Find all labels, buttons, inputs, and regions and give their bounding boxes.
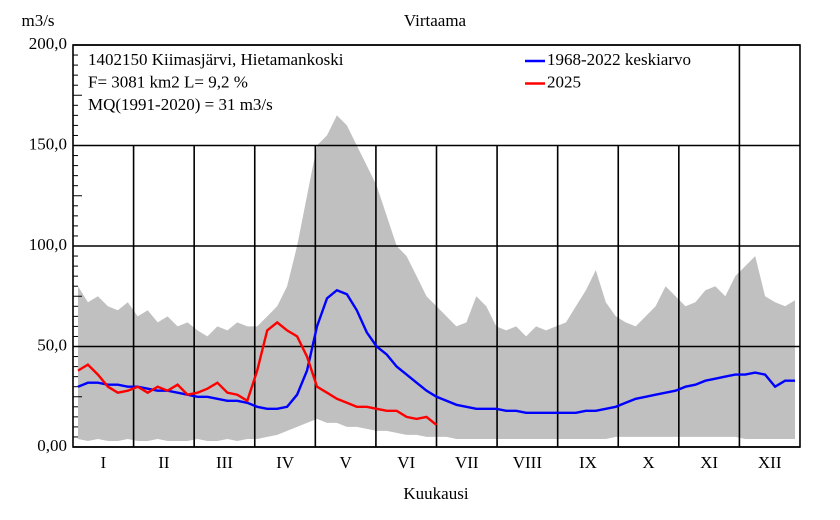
info-text: 1402150 Kiimasjärvi, Hietamankoski — [88, 50, 344, 69]
x-tick-label: VI — [397, 453, 415, 472]
y-tick-label: 100,0 — [29, 235, 67, 254]
series-line — [77, 288, 795, 414]
x-tick-label: X — [642, 453, 654, 472]
y-tick-label: 50,0 — [37, 335, 67, 354]
series-line — [77, 320, 438, 426]
x-tick-label: I — [100, 453, 106, 472]
info-text: F= 3081 km2 L= 9,2 % — [88, 72, 248, 91]
x-tick-label: IV — [276, 453, 295, 472]
y-tick-label: 150,0 — [29, 134, 67, 153]
x-axis-label: Kuukausi — [403, 484, 468, 503]
legend-label: 2025 — [547, 72, 581, 91]
x-tick-label: VII — [455, 453, 479, 472]
x-tick-label: II — [158, 453, 170, 472]
x-tick-label: V — [339, 453, 352, 472]
x-tick-label: XII — [758, 453, 782, 472]
range-band — [78, 115, 795, 442]
x-tick-label: IX — [579, 453, 597, 472]
y-tick-label: 200,0 — [29, 34, 67, 53]
x-tick-label: VIII — [513, 453, 543, 472]
plot-border — [72, 44, 801, 448]
x-tick-label: III — [216, 453, 233, 472]
legend-label: 1968-2022 keskiarvo — [547, 50, 691, 69]
x-tick-label: XI — [700, 453, 718, 472]
y-tick-label: 0,00 — [37, 436, 67, 455]
chart-title: Virtaama — [404, 11, 467, 30]
y-axis-label: m3/s — [21, 11, 54, 30]
info-text: MQ(1991-2020) = 31 m3/s — [88, 95, 273, 114]
